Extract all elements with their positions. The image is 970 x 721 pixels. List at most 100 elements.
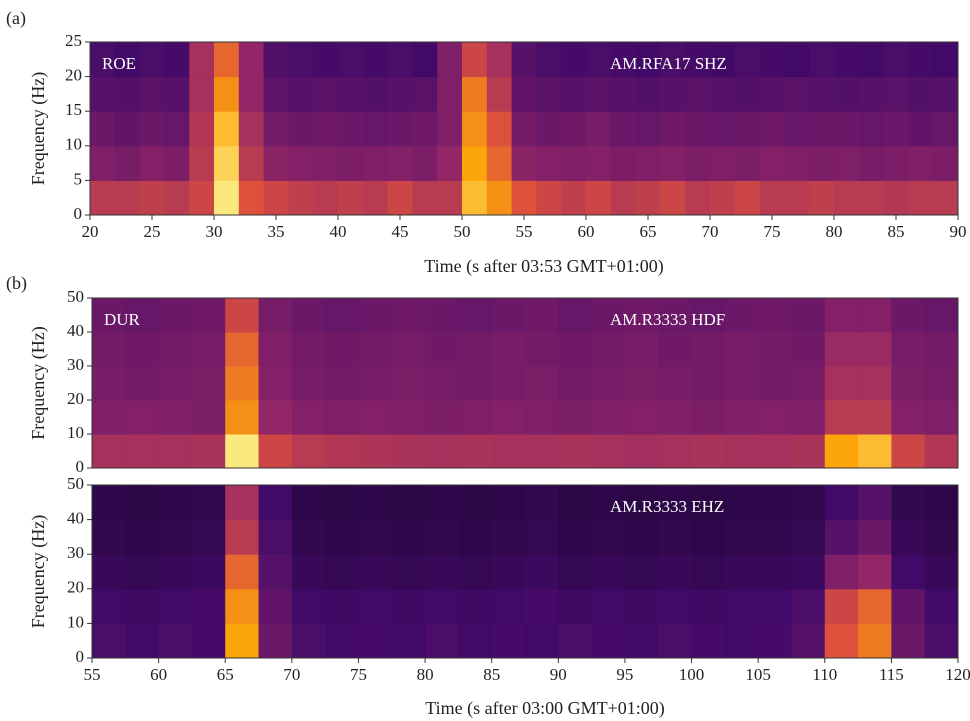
spectrogram-cell [933,42,959,78]
spectrogram-cell [491,400,526,435]
spectrogram-cell [891,623,926,659]
spectrogram-cell [458,366,493,401]
spectrogram-cell [125,434,160,469]
spectrogram-cell [525,366,559,401]
spectrogram-cell [635,111,661,147]
y-axis-label: Frequency (Hz) [28,515,49,628]
spectrogram-cell [891,554,926,590]
spectrogram-cell [412,145,438,181]
spectrogram-cell [391,554,426,590]
spectrogram-cell [458,623,493,659]
spectrogram-cell [338,145,364,181]
x-tick-label: 60 [578,222,595,241]
spectrogram-cell [214,76,240,112]
spectrogram-cell [225,400,260,435]
spectrogram-cell [624,332,659,367]
spectrogram-cell [458,485,493,521]
spectrogram-cell [734,145,761,181]
spectrogram-cell [685,111,711,147]
spectrogram-cell [624,485,659,521]
spectrogram-cell [164,76,190,112]
spectrogram-cell [883,180,909,216]
spectrogram-cell [486,76,513,112]
spectrogram-cell [125,623,160,659]
spectrogram-cell [258,366,293,401]
spectrogram-cell [536,42,562,78]
spectrogram-cell [710,42,736,78]
spectrogram-cell [164,111,190,147]
spectrogram-cell [125,298,160,333]
spectrogram-cell [458,588,493,624]
spectrogram-cell [791,332,826,367]
spectrogram-cell [391,400,426,435]
spectrogram-cell [114,42,141,78]
spectrogram-cell [536,76,562,112]
spectrogram-cell [511,145,537,181]
spectrogram-cell [291,332,326,367]
spectrogram-cell [908,42,934,78]
spectrogram-cell [291,400,326,435]
spectrogram-cell [536,180,562,216]
spectrogram-cell [858,485,892,521]
spectrogram-cell [624,366,659,401]
plot-frame [91,297,959,469]
spectrogram-cell [288,145,314,181]
x-tick-label: 85 [483,665,500,684]
spectrogram-cell [92,298,126,333]
x-tick-label: 55 [84,665,101,684]
spectrogram-cell [412,111,438,147]
spectrogram-cell [834,111,860,147]
spectrogram-cell [258,554,293,590]
y-tick-label: 5 [74,169,83,188]
spectrogram-cell [462,76,488,112]
station-label: DUR [104,310,141,329]
spectrogram-cell [313,111,339,147]
spectrogram-cell [338,180,364,216]
spectrogram-cell [558,434,593,469]
spectrogram-cell [387,145,413,181]
spectrogram-cell [313,145,339,181]
spectrogram-cell [883,111,909,147]
spectrogram-cell [933,180,959,216]
spectrogram-cell [758,366,792,401]
spectrogram-cell [486,111,513,147]
spectrogram-cell [114,76,141,112]
spectrogram-cell [710,180,736,216]
spectrogram-cell [125,588,160,624]
spectrogram-cell [325,588,359,624]
spectrogram-cell [191,434,226,469]
spectrogram-cell [933,111,959,147]
plot-frame [91,484,959,659]
spectrogram [90,42,959,216]
spectrogram-cell [92,400,126,435]
spectrogram-cell [858,76,885,112]
spectrogram-cell [291,623,326,659]
spectrogram-cell [784,111,810,147]
spectrogram-cell [824,366,859,401]
spectrogram-cell [191,519,226,555]
spectrogram-cell [660,76,686,112]
y-tick-label: 50 [67,474,84,493]
station-label: ROE [102,54,136,73]
spectrogram-cell [391,366,426,401]
spectrogram-cell [784,76,810,112]
spectrogram-cell [458,554,493,590]
spectrogram [92,485,959,659]
spectrogram-cell [924,332,959,367]
spectrogram-cell [558,485,593,521]
spectrogram-cell [191,554,226,590]
spectrogram-cell [724,366,759,401]
spectrogram-cell [525,434,559,469]
spectrogram-cell [924,519,959,555]
panel-label: (b) [6,273,27,294]
x-tick-label: 70 [283,665,300,684]
spectrogram-cell [624,623,659,659]
spectrogram-cell [658,519,693,555]
spectrogram-cell [258,519,293,555]
x-tick-label: 70 [702,222,719,241]
spectrogram-cell [425,400,459,435]
spectrogram-cell [225,519,260,555]
spectrogram-cell [660,145,686,181]
spectrogram-cell [691,332,726,367]
spectrogram-cell [660,111,686,147]
